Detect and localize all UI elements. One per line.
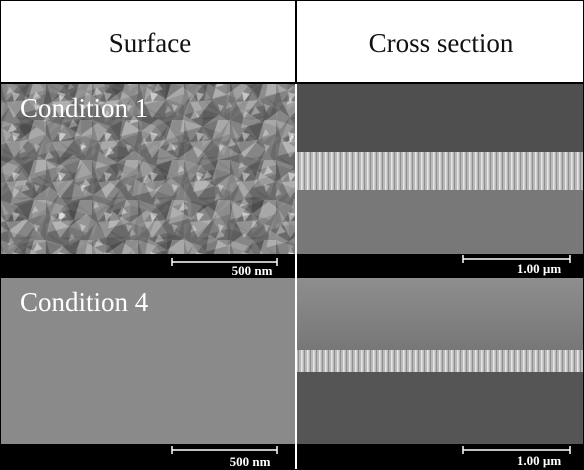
scale-label: 500 nm: [232, 263, 273, 278]
surface-texture: [0, 84, 295, 254]
film-layer: [297, 350, 584, 372]
column-header: Surface: [109, 28, 191, 58]
substrate: [297, 190, 584, 254]
scale-label: 1.00 µm: [517, 453, 561, 468]
film-layer: [297, 152, 584, 190]
condition-label: Condition 4: [20, 287, 149, 317]
condition-label: Condition 1: [20, 93, 148, 123]
cross-section-image: [297, 278, 584, 350]
scale-bar: [171, 446, 278, 454]
scale-bar: [462, 255, 571, 263]
scale-strip: [0, 444, 584, 470]
scale-label: 1.00 µm: [517, 261, 561, 276]
substrate: [297, 372, 584, 444]
scale-strip: [0, 254, 584, 278]
scale-bar: [462, 446, 571, 454]
scale-label: 500 nm: [230, 454, 271, 469]
surface-image: [0, 278, 295, 444]
header-bg: [0, 0, 584, 84]
scale-bar: [171, 258, 278, 266]
column-header: Cross section: [369, 28, 514, 58]
cross-section-image: [297, 84, 584, 152]
